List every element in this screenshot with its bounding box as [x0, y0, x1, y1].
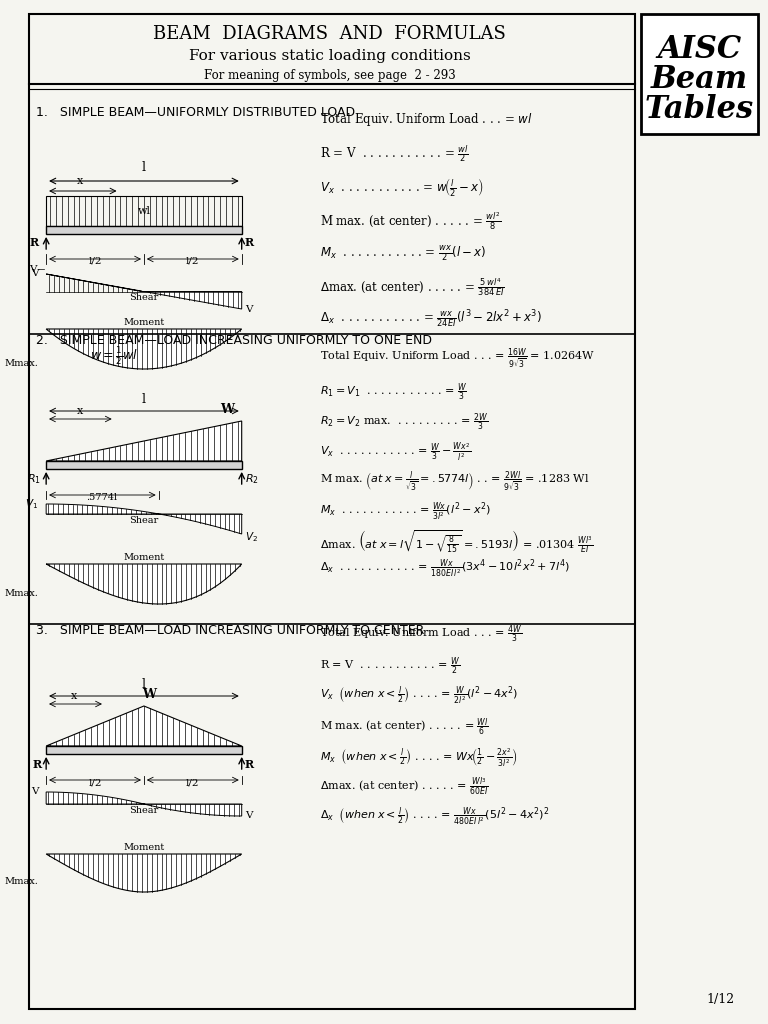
- Text: l/2: l/2: [88, 778, 102, 787]
- Text: l: l: [142, 161, 146, 174]
- Polygon shape: [159, 514, 242, 534]
- Text: x: x: [71, 691, 77, 701]
- Text: V: V: [31, 269, 38, 279]
- Bar: [46, 196, 242, 226]
- Bar: [46, 746, 242, 754]
- Text: $R_1 = V_1$  . . . . . . . . . . . = $\frac{W}{3}$: $R_1 = V_1$ . . . . . . . . . . . = $\fr…: [320, 381, 467, 402]
- Text: x: x: [78, 406, 84, 416]
- Text: R: R: [245, 759, 253, 769]
- Text: $\Delta_x\;\;\left(when\;x<\frac{l}{2}\right)$ . . . . = $\frac{Wx}{480EI\,l^2}(: $\Delta_x\;\;\left(when\;x<\frac{l}{2}\r…: [320, 806, 549, 828]
- Text: $V_x\;\;\left(when\;x<\frac{l}{2}\right)$ . . . . = $\frac{W}{2l^2}(l^2-4x^2)$: $V_x\;\;\left(when\;x<\frac{l}{2}\right)…: [320, 685, 518, 708]
- Text: M max. (at center) . . . . . = $\frac{Wl}{6}$: M max. (at center) . . . . . = $\frac{Wl…: [320, 716, 488, 737]
- Text: V: V: [31, 787, 38, 797]
- Text: $M_x$  . . . . . . . . . . . = $\frac{wx}{2}(l-x)$: $M_x$ . . . . . . . . . . . = $\frac{wx}…: [320, 245, 486, 263]
- Text: V: V: [245, 811, 252, 820]
- Text: R = V  . . . . . . . . . . . = $\frac{W}{2}$: R = V . . . . . . . . . . . = $\frac{W}{…: [320, 655, 460, 677]
- Text: Tables: Tables: [644, 93, 754, 125]
- Text: 1.   SIMPLE BEAM—UNIFORMLY DISTRIBUTED LOAD: 1. SIMPLE BEAM—UNIFORMLY DISTRIBUTED LOA…: [36, 105, 356, 119]
- Text: Total Equiv. Uniform Load . . . = $\frac{4W}{3}$: Total Equiv. Uniform Load . . . = $\frac…: [320, 624, 522, 645]
- Text: Shear: Shear: [129, 294, 158, 302]
- Polygon shape: [46, 706, 242, 746]
- Text: Moment: Moment: [124, 553, 164, 562]
- Text: BEAM  DIAGRAMS  AND  FORMULAS: BEAM DIAGRAMS AND FORMULAS: [154, 25, 506, 43]
- Text: $w = \frac{1}{2}wl$: $w = \frac{1}{2}wl$: [91, 345, 139, 367]
- Text: V: V: [245, 304, 252, 313]
- Text: W: W: [142, 688, 156, 701]
- Text: Total Equiv. Uniform Load . . . = $wl$: Total Equiv. Uniform Load . . . = $wl$: [320, 111, 533, 128]
- Text: $\Delta_x$  . . . . . . . . . . . = $\frac{wx}{24EI}(l^3-2lx^2+x^3)$: $\Delta_x$ . . . . . . . . . . . = $\fra…: [320, 308, 542, 330]
- Text: $V_x$  . . . . . . . . . . . = $\frac{W}{3} - \frac{Wx^2}{l^2}$: $V_x$ . . . . . . . . . . . = $\frac{W}{…: [320, 441, 472, 463]
- Polygon shape: [46, 274, 142, 292]
- Text: AISC: AISC: [657, 34, 741, 65]
- Text: $\Delta$max. $\left(at\;x = l\sqrt{1-\sqrt{\frac{8}{15}}} = .5193l\right)$ = .01: $\Delta$max. $\left(at\;x = l\sqrt{1-\sq…: [320, 528, 594, 555]
- Text: $\Delta_x$  . . . . . . . . . . . = $\frac{Wx}{180EI\,l^2}(3x^4-10l^2x^2+7l^4)$: $\Delta_x$ . . . . . . . . . . . = $\fra…: [320, 558, 570, 581]
- Text: Beam: Beam: [650, 63, 748, 94]
- Text: $M_x$  . . . . . . . . . . . = $\frac{Wx}{3l^2}(l^2-x^2)$: $M_x$ . . . . . . . . . . . = $\frac{Wx}…: [320, 501, 491, 523]
- Text: 1/12: 1/12: [707, 992, 735, 1006]
- Text: Mmax.: Mmax.: [5, 590, 38, 598]
- Text: wl: wl: [137, 206, 151, 216]
- Text: For various static loading conditions: For various static loading conditions: [189, 49, 471, 63]
- Text: 3.   SIMPLE BEAM—LOAD INCREASING UNIFORMLY TO CENTER: 3. SIMPLE BEAM—LOAD INCREASING UNIFORMLY…: [36, 625, 425, 638]
- Text: $R_1$: $R_1$: [28, 472, 41, 486]
- Bar: [46, 461, 242, 469]
- Polygon shape: [46, 564, 242, 604]
- Polygon shape: [142, 292, 242, 309]
- Text: Mmax.: Mmax.: [5, 359, 38, 369]
- Polygon shape: [46, 504, 159, 514]
- Text: $V_2$: $V_2$: [245, 530, 257, 544]
- Text: Total Equiv. Uniform Load . . . = $\frac{16W}{9\sqrt{3}}$ = 1.0264W: Total Equiv. Uniform Load . . . = $\frac…: [320, 346, 595, 372]
- Text: 2.   SIMPLE BEAM—LOAD INCREASING UNIFORMLY TO ONE END: 2. SIMPLE BEAM—LOAD INCREASING UNIFORMLY…: [36, 335, 432, 347]
- Polygon shape: [46, 854, 242, 892]
- Text: M max. $\left(at\;x = \frac{l}{\sqrt{3}} = .5774l\right)$ . . = $\frac{2Wl}{9\sq: M max. $\left(at\;x = \frac{l}{\sqrt{3}}…: [320, 469, 589, 495]
- Text: $R_2$: $R_2$: [245, 472, 259, 486]
- Text: Shear: Shear: [129, 806, 158, 815]
- Text: $\Delta$max. (at center) . . . . . = $\frac{Wl^3}{60EI}$: $\Delta$max. (at center) . . . . . = $\f…: [320, 777, 488, 797]
- Text: R: R: [29, 237, 38, 248]
- Text: l/2: l/2: [186, 256, 200, 265]
- Text: For meaning of symbols, see page  2 - 293: For meaning of symbols, see page 2 - 293: [204, 70, 455, 83]
- Text: $M_x\;\;\left(when\;x<\frac{l}{2}\right)$ . . . . = $Wx\!\left(\frac{1}{2}-\frac: $M_x\;\;\left(when\;x<\frac{l}{2}\right)…: [320, 746, 518, 768]
- Text: M max. (at center) . . . . . = $\frac{wl^2}{8}$: M max. (at center) . . . . . = $\frac{wl…: [320, 210, 502, 231]
- Text: .5774l: .5774l: [86, 493, 118, 502]
- Text: Shear: Shear: [129, 516, 158, 525]
- Text: $V_x$  . . . . . . . . . . . = $w\!\left(\frac{l}{2}-x\right)$: $V_x$ . . . . . . . . . . . = $w\!\left(…: [320, 176, 484, 198]
- Bar: [46, 226, 242, 234]
- Bar: [28, 14, 634, 1009]
- Text: W: W: [220, 403, 234, 416]
- Text: $V_1$: $V_1$: [25, 497, 38, 511]
- Text: $\Delta$max. (at center) . . . . . = $\frac{5\,wl^4}{384\,EI}$: $\Delta$max. (at center) . . . . . = $\f…: [320, 276, 505, 298]
- Text: $R_2 = V_2$ max.  . . . . . . . . . = $\frac{2W}{3}$: $R_2 = V_2$ max. . . . . . . . . . = $\f…: [320, 412, 488, 433]
- Text: R = V  . . . . . . . . . . . = $\frac{wl}{2}$: R = V . . . . . . . . . . . = $\frac{wl}…: [320, 143, 468, 165]
- Polygon shape: [144, 804, 242, 816]
- Text: Moment: Moment: [124, 843, 164, 852]
- Text: l/2: l/2: [88, 256, 102, 265]
- Text: R: R: [32, 759, 41, 769]
- Text: Moment: Moment: [124, 318, 164, 327]
- Bar: [641, 14, 758, 134]
- Text: l: l: [142, 678, 146, 691]
- Text: R: R: [245, 237, 253, 248]
- Text: x: x: [78, 176, 84, 186]
- Text: l/2: l/2: [186, 778, 200, 787]
- Text: l: l: [142, 393, 146, 406]
- Text: Mmax.: Mmax.: [5, 878, 38, 887]
- Polygon shape: [46, 329, 242, 369]
- Polygon shape: [46, 421, 242, 461]
- Polygon shape: [46, 792, 145, 804]
- Text: V: V: [29, 264, 36, 273]
